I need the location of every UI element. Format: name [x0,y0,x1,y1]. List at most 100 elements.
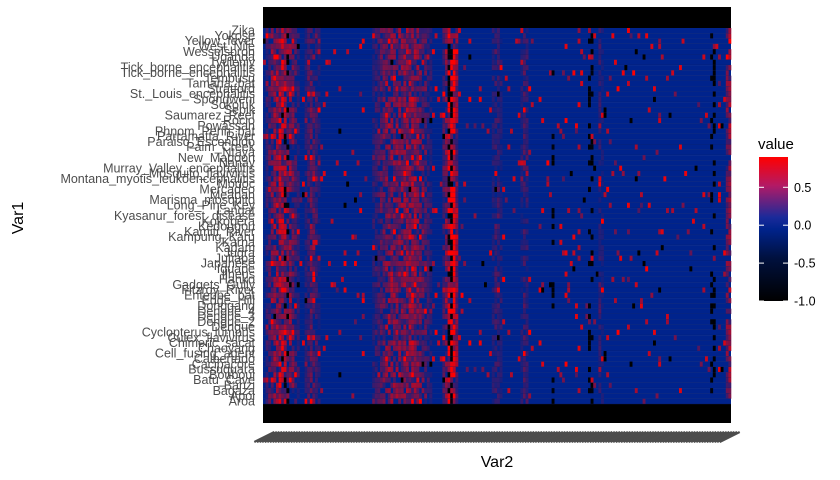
heatmap-cell [387,160,391,166]
heatmap-cell [294,160,298,166]
heatmap-cell [390,28,394,34]
heatmap-cell [718,54,721,60]
heatmap-cell [697,102,701,108]
heatmap-cell [291,54,295,60]
heatmap-cell [403,324,407,330]
heatmap-cell [520,118,524,124]
heatmap-cell [286,86,290,92]
heatmap-cell [380,319,383,325]
heatmap-cell [728,298,732,304]
heatmap-cell [273,202,277,209]
heatmap-cell [523,303,526,309]
legend-tick-label: -0.5 [794,257,816,271]
heatmap-cell [497,313,500,320]
heatmap-cell [520,28,524,34]
heatmap-cell [689,266,693,272]
heatmap-cell [520,213,524,219]
heatmap-cell [374,229,378,235]
heatmap-cell [268,102,272,108]
heatmap-cell [265,324,269,330]
heatmap-cell [406,276,409,283]
heatmap-cell [494,223,498,230]
heatmap-cell [270,202,274,209]
heatmap-cell [385,59,389,66]
heatmap-cell [380,229,383,235]
heatmap-cell [393,308,396,314]
heatmap-cell [528,276,532,283]
heatmap-cell [400,329,404,336]
heatmap-row [263,345,732,352]
heatmap-cell [494,234,498,240]
heatmap-cell [390,313,394,320]
heatmap-cell [276,43,279,50]
heatmap-cell [307,96,311,103]
heatmap-cell [395,298,399,304]
heatmap-cell [416,287,420,293]
heatmap-cell [429,250,433,256]
heatmap-cell [315,239,318,246]
heatmap-cell [497,112,500,119]
heatmap-cell [455,181,459,187]
heatmap-cell [580,49,584,55]
heatmap-cell [616,86,620,92]
heatmap-cell [499,192,503,198]
heatmap-cell [705,112,708,119]
heatmap-cell [403,276,407,283]
heatmap-cell [491,176,495,182]
heatmap-row [263,398,731,405]
heatmap-cell [712,181,716,187]
heatmap-cell [455,160,459,166]
heatmap-cell [268,59,272,66]
heatmap-cell [442,335,446,341]
heatmap-cell [387,181,391,187]
heatmap-cell [439,112,443,119]
heatmap-cell [265,33,269,39]
heatmap-cell [424,38,428,44]
heatmap-cell [658,38,662,44]
heatmap-cell [520,144,524,150]
heatmap-cell [317,102,321,108]
heatmap-cell [265,197,269,203]
y-tick-label: Culex_flavivirus [167,331,255,345]
heatmap-cell [413,313,417,320]
x-tick-label [607,431,629,443]
heatmap-cell [276,388,279,394]
heatmap-cell [723,96,727,103]
heatmap-cell [387,388,391,394]
heatmap-cell [447,75,451,81]
heatmap-cell [270,393,274,399]
heatmap-cell [276,33,279,39]
x-tick-label [550,431,572,443]
heatmap-cell [442,133,446,140]
heatmap-cell [312,213,316,219]
heatmap-cell [684,170,688,177]
heatmap-cell [317,54,321,60]
heatmap-cell [416,255,420,262]
heatmap-cell [411,107,415,113]
heatmap-cell [718,192,721,198]
heatmap-cell [455,388,459,394]
heatmap-cell [372,382,376,389]
heatmap-row [263,356,732,362]
heatmap-cell [450,213,454,219]
heatmap-cell [455,118,459,124]
heatmap-cell [590,335,594,341]
heatmap-cell [416,33,420,39]
heatmap-cell [551,388,555,394]
heatmap-cell [309,96,313,103]
heatmap-cell [382,335,386,341]
heatmap-cell [307,271,311,277]
heatmap-cell [406,86,409,92]
heatmap-cell [650,292,654,299]
heatmap-cell [317,313,321,320]
heatmap-cell [452,165,456,171]
heatmap-cell [426,319,430,325]
heatmap-cell [380,38,383,44]
heatmap-cell [281,388,285,394]
heatmap-cell [283,33,287,39]
heatmap-cell [286,128,290,134]
heatmap-cell [452,393,456,399]
heatmap-cell [606,91,610,97]
heatmap-cell [455,112,459,119]
